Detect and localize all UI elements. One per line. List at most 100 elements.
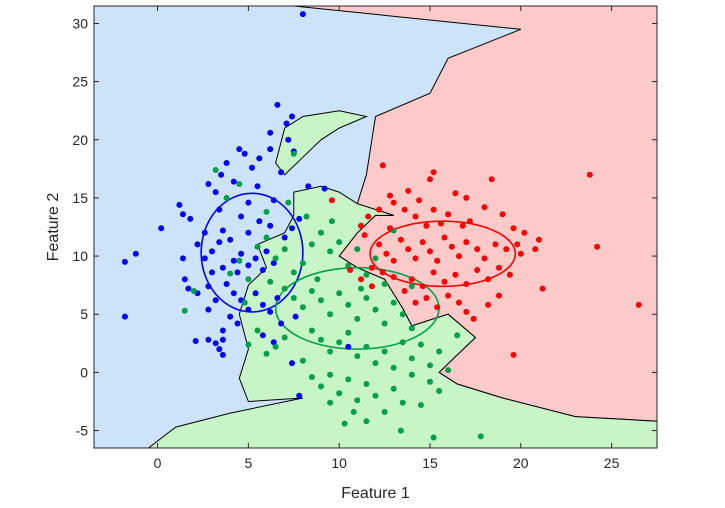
data-point — [390, 199, 397, 206]
data-point — [190, 288, 197, 294]
data-point — [419, 283, 426, 290]
data-point — [441, 278, 448, 285]
data-point — [354, 353, 361, 360]
data-point — [230, 178, 237, 185]
data-point — [281, 334, 288, 341]
data-point — [474, 246, 481, 253]
x-tick-label: 5 — [244, 455, 252, 471]
data-point — [368, 264, 375, 271]
data-point — [219, 264, 226, 271]
data-point — [416, 197, 423, 204]
data-point — [466, 218, 473, 225]
data-point — [586, 171, 593, 178]
data-point — [345, 343, 352, 350]
data-point — [381, 281, 388, 287]
data-point — [209, 269, 215, 276]
data-point — [363, 295, 370, 301]
data-point — [328, 218, 335, 225]
y-tick-label: 5 — [80, 306, 88, 322]
data-point — [427, 362, 433, 369]
data-point — [594, 243, 601, 250]
y-tick-label: 15 — [72, 190, 88, 206]
data-point — [259, 301, 266, 308]
data-point — [336, 290, 343, 297]
data-point — [341, 420, 348, 427]
data-point — [456, 253, 462, 260]
data-point — [390, 299, 397, 306]
data-point — [510, 225, 517, 232]
data-point — [227, 270, 234, 277]
data-point — [485, 301, 492, 308]
data-point — [345, 301, 352, 308]
data-point — [267, 308, 274, 315]
data-point — [365, 213, 372, 220]
data-point — [452, 271, 459, 278]
data-point — [270, 260, 277, 267]
data-point — [290, 269, 297, 276]
data-point — [517, 250, 524, 257]
data-point — [390, 364, 397, 371]
data-point — [230, 257, 237, 264]
data-point — [412, 213, 419, 220]
data-point — [181, 307, 188, 314]
data-point — [216, 206, 223, 213]
data-point — [430, 434, 437, 441]
data-point — [249, 164, 255, 171]
data-point — [387, 192, 393, 199]
data-point — [376, 241, 383, 248]
x-tick-label: 15 — [422, 455, 438, 471]
data-point — [281, 246, 288, 253]
data-point — [372, 306, 379, 313]
data-point — [254, 183, 261, 190]
data-point — [436, 348, 443, 355]
data-point — [328, 197, 335, 204]
data-point — [192, 338, 199, 344]
data-point — [379, 269, 386, 276]
data-point — [299, 260, 306, 267]
data-point — [463, 239, 470, 246]
data-point — [263, 350, 270, 357]
data-point — [456, 299, 462, 306]
data-point — [345, 262, 352, 269]
data-point — [477, 433, 484, 440]
data-point — [358, 276, 364, 283]
data-point — [397, 236, 404, 243]
data-point — [354, 397, 361, 404]
y-axis-label: Feature 2 — [45, 193, 62, 262]
data-point — [212, 297, 219, 304]
data-point — [463, 194, 470, 201]
data-point — [503, 246, 510, 253]
data-point — [318, 336, 324, 343]
cluster-ellipse — [200, 192, 304, 313]
data-point — [212, 340, 219, 347]
data-point — [272, 343, 279, 350]
data-point — [290, 295, 297, 301]
data-point — [327, 399, 334, 406]
data-points — [121, 11, 642, 441]
data-point — [445, 211, 452, 218]
axis-ticks: 0 5 10 15 20 25 -5 0 5 10 15 20 25 30 — [72, 6, 657, 471]
data-point — [539, 285, 546, 292]
data-point — [463, 281, 470, 287]
data-point — [434, 257, 441, 264]
data-point — [267, 222, 274, 229]
data-point — [296, 392, 303, 399]
data-point — [263, 248, 270, 255]
data-point — [427, 378, 433, 385]
data-point — [381, 408, 388, 415]
data-point — [289, 360, 295, 367]
data-point — [441, 234, 448, 241]
data-point — [387, 225, 393, 232]
data-point — [241, 150, 248, 157]
data-point — [496, 264, 502, 271]
data-point — [227, 236, 234, 243]
data-point — [201, 255, 208, 262]
data-point — [308, 327, 315, 334]
data-point — [506, 271, 513, 278]
data-point — [405, 187, 412, 194]
data-point — [423, 222, 430, 229]
data-point — [358, 285, 364, 292]
data-point — [350, 408, 357, 415]
x-tick-label: 10 — [331, 455, 347, 471]
data-point — [430, 269, 437, 276]
